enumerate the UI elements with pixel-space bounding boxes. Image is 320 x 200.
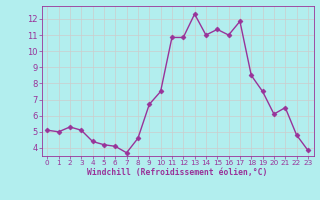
X-axis label: Windchill (Refroidissement éolien,°C): Windchill (Refroidissement éolien,°C) bbox=[87, 168, 268, 177]
